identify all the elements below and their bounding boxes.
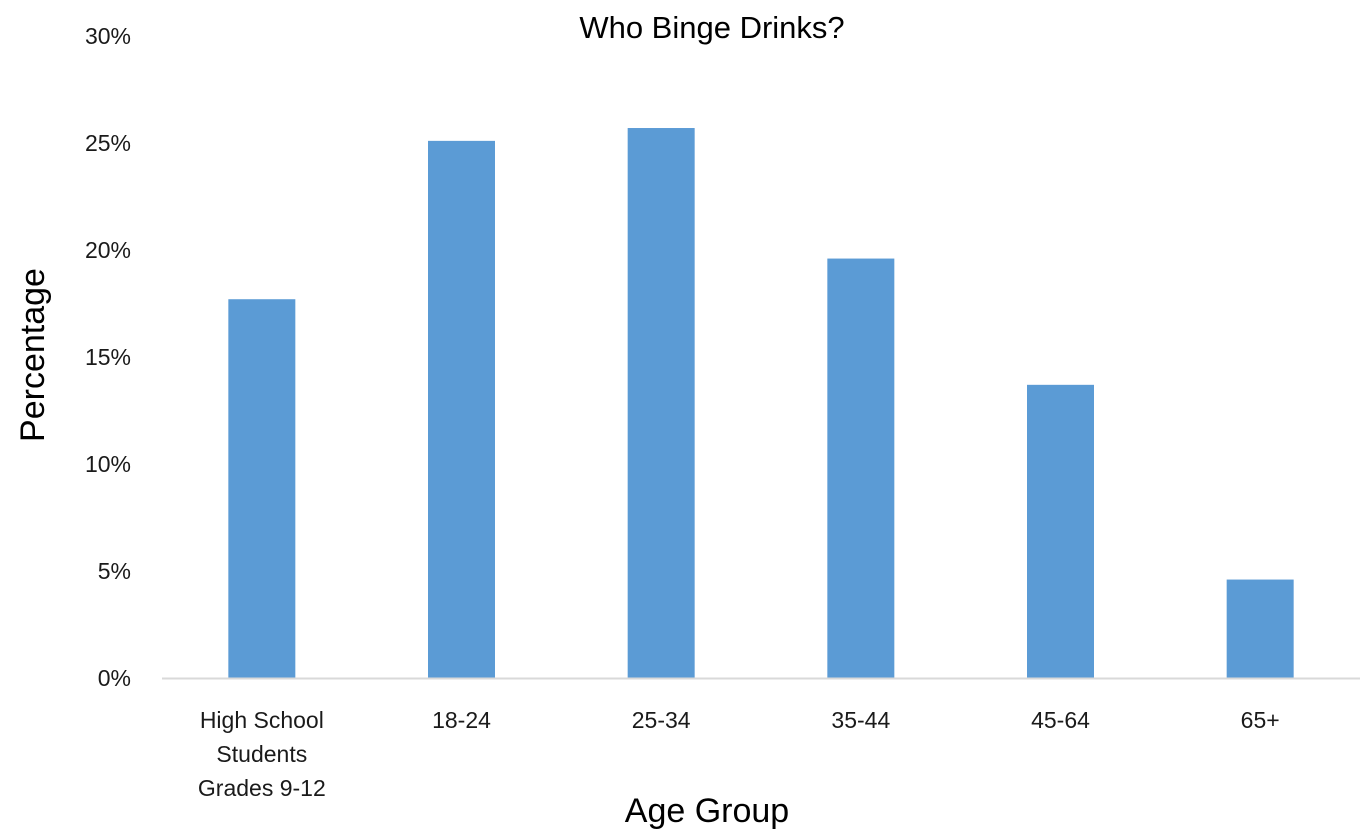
y-tick-label: 15% [85,344,131,370]
y-tick-label: 30% [85,23,131,49]
y-tick-label: 0% [98,665,131,691]
bar [827,258,895,678]
y-axis-ticks: 0% 5% 10% 15% 20% 25% 30% [85,23,131,691]
y-tick-label: 5% [98,558,131,584]
x-tick-label: 18-24 [432,707,491,733]
y-axis-title: Percentage [14,268,52,442]
x-tick-label: Students [216,741,307,767]
x-tick-label: Grades 9-12 [198,775,326,801]
bar [627,128,695,678]
x-tick-label: High School [200,707,324,733]
x-tick-label: 45-64 [1031,707,1090,733]
y-tick-label: 10% [85,451,131,477]
bar [1027,384,1094,678]
x-tick-label: 65+ [1241,707,1280,733]
bar [228,299,296,678]
x-axis-title: Age Group [625,792,789,830]
chart-title: Who Binge Drinks? [579,10,844,45]
x-tick-label: 35-44 [831,707,890,733]
bar [1226,579,1294,678]
y-tick-label: 25% [85,130,131,156]
bar [428,140,495,679]
y-tick-label: 20% [85,237,131,263]
x-axis-ticks: High School Students Grades 9-12 18-24 25-34… [198,707,1280,801]
x-tick-label: 25-34 [632,707,691,733]
bars [228,128,1294,679]
